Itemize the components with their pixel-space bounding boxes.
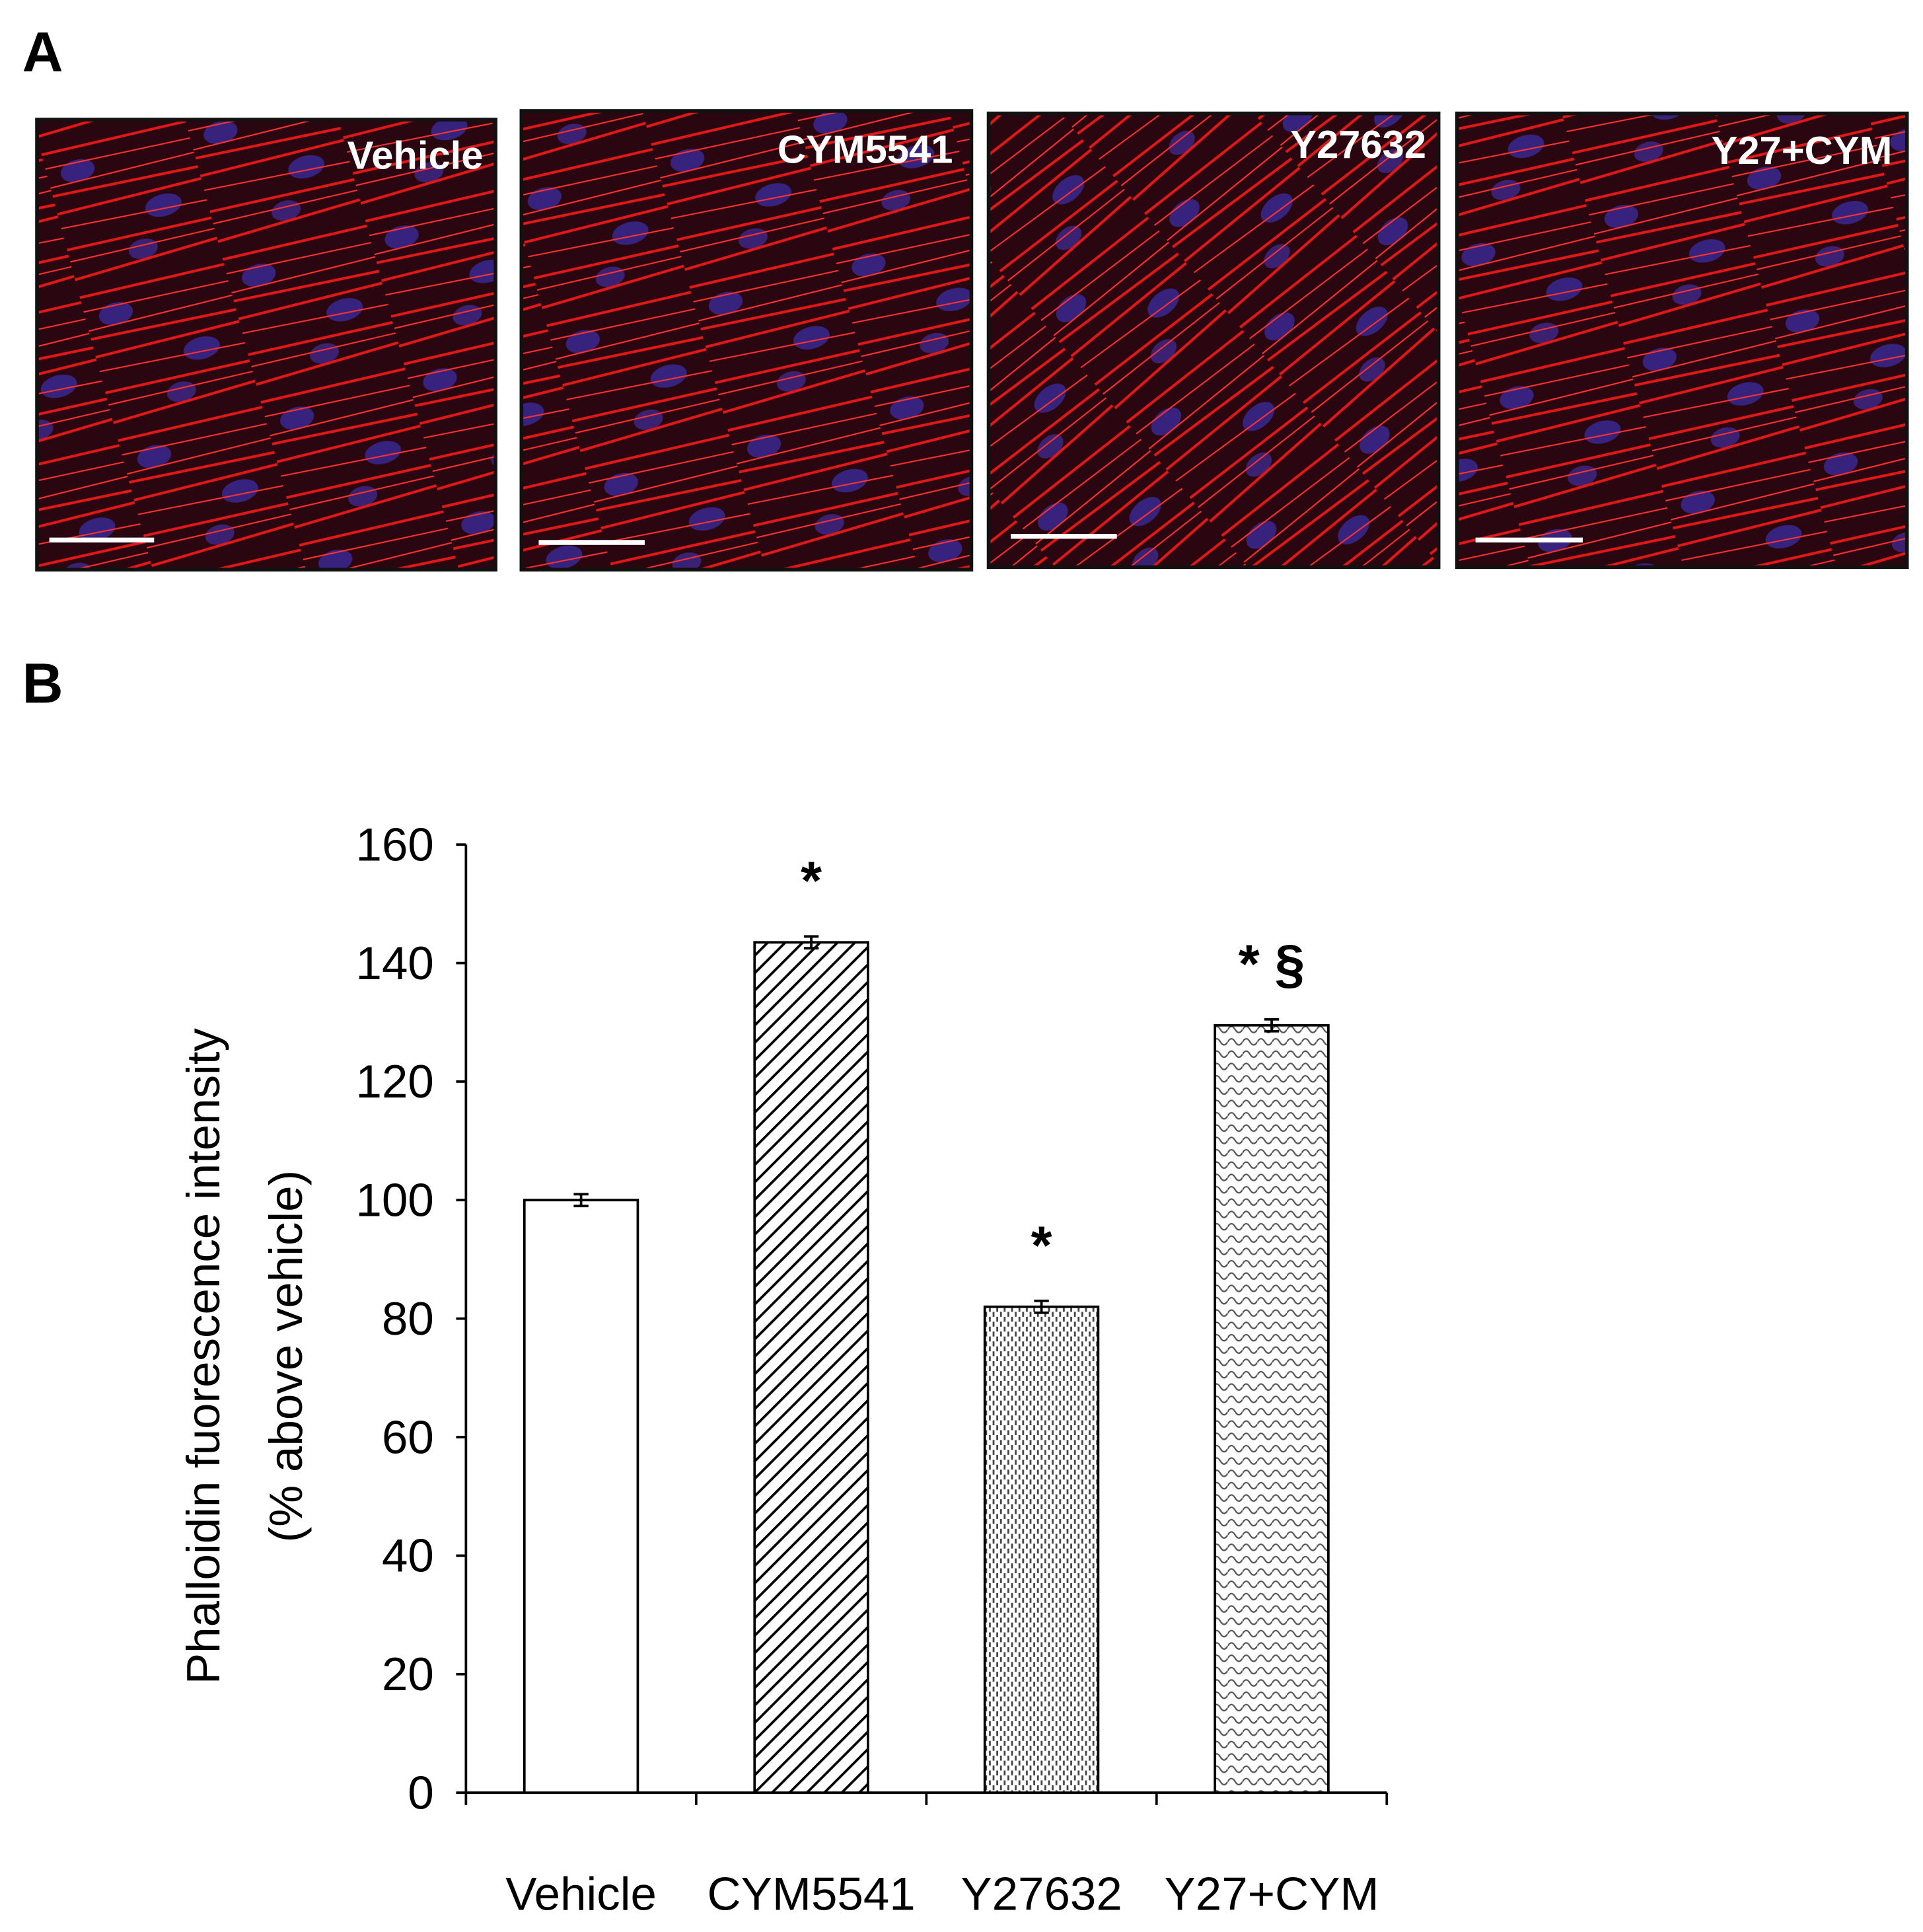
y-axis-label: (% above vehicle) bbox=[260, 1170, 312, 1542]
y-tick-label: 80 bbox=[382, 1293, 434, 1345]
image-label: Vehicle bbox=[347, 133, 484, 178]
y-tick-label: 100 bbox=[356, 1175, 434, 1227]
x-tick-label: Y27632 bbox=[961, 1868, 1122, 1920]
y-axis-label: Phalloidin fuorescence intensity bbox=[178, 1028, 230, 1685]
y-tick-label: 120 bbox=[356, 1056, 434, 1108]
bar bbox=[1214, 1023, 1330, 1795]
panel-label: A bbox=[22, 20, 63, 84]
x-tick-label: Vehicle bbox=[505, 1868, 657, 1920]
micrograph: Y27+CYM bbox=[1455, 111, 1909, 570]
image-label: Y27+CYM bbox=[1712, 128, 1893, 172]
significance-mark: * § bbox=[1239, 934, 1305, 994]
image-label: Y27632 bbox=[1290, 122, 1426, 167]
panel-label: B bbox=[22, 652, 63, 716]
bar bbox=[753, 941, 869, 1795]
bar bbox=[523, 1199, 639, 1795]
y-tick-label: 140 bbox=[356, 938, 434, 990]
x-tick-label: Y27+CYM bbox=[1164, 1868, 1379, 1920]
micrograph: CYM5541 bbox=[519, 109, 974, 572]
y-tick-label: 20 bbox=[382, 1649, 434, 1701]
y-tick-label: 160 bbox=[356, 819, 434, 871]
significance-mark: * bbox=[801, 851, 822, 911]
bar bbox=[983, 1305, 1100, 1795]
image-label: CYM5541 bbox=[778, 127, 953, 171]
x-tick-label: CYM5541 bbox=[707, 1868, 915, 1920]
significance-mark: * bbox=[1031, 1216, 1052, 1276]
y-tick-label: 0 bbox=[408, 1767, 433, 1819]
y-tick-label: 40 bbox=[382, 1530, 434, 1582]
micrograph: Y27632 bbox=[986, 111, 1441, 570]
micrograph: Vehicle bbox=[35, 118, 497, 572]
y-tick-label: 60 bbox=[382, 1411, 434, 1464]
